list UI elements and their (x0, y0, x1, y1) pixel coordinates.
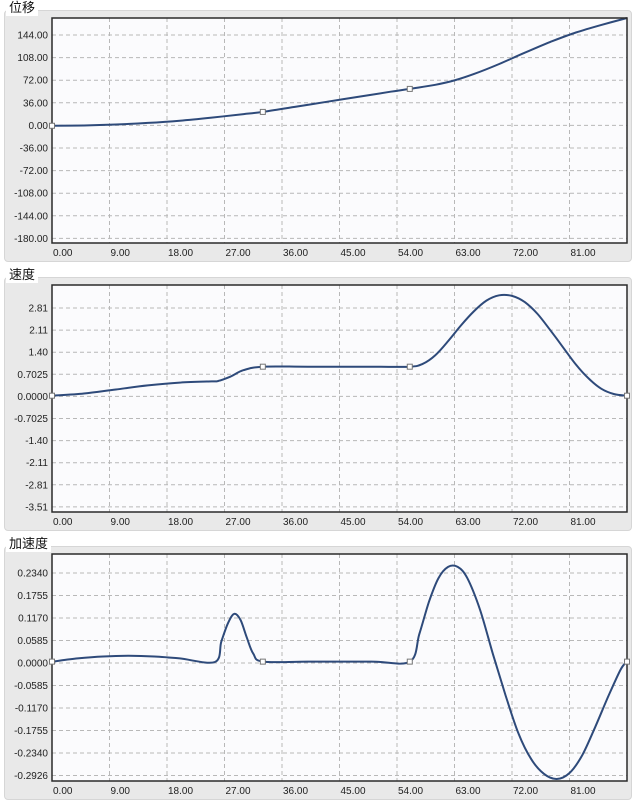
x-tick-label: 9.00 (111, 786, 131, 797)
x-tick-label: 36.00 (283, 517, 308, 528)
y-tick-label: -3.51 (25, 502, 48, 513)
y-tick-label: 1.40 (29, 348, 49, 359)
curve-line (51, 293, 628, 397)
y-tick-label: 108.00 (17, 53, 48, 64)
displacement-panel-title: 位移 (6, 2, 39, 16)
control-point-handle[interactable] (49, 122, 55, 129)
y-tick-label: -108.00 (14, 189, 48, 200)
control-point-handle[interactable] (624, 392, 630, 399)
y-tick-label: 2.81 (29, 304, 49, 315)
y-tick-label: 144.00 (17, 31, 48, 42)
control-point-handle[interactable] (49, 392, 55, 399)
x-tick-label: 0.00 (53, 786, 73, 797)
control-point-handle[interactable] (406, 363, 413, 370)
y-tick-label: -180.00 (14, 234, 48, 245)
velocity-panel-title: 速度 (6, 269, 39, 283)
y-tick-label: -0.2926 (14, 771, 48, 782)
x-tick-label: 63.00 (456, 517, 481, 528)
y-tick-label: -2.11 (26, 458, 48, 469)
x-tick-label: 45.00 (341, 786, 366, 797)
y-tick-label: -72.00 (20, 166, 49, 177)
control-point-handle[interactable] (406, 85, 413, 92)
control-point-handle[interactable] (406, 658, 413, 665)
velocity-chart: 0.00 9.00 18.00 27.00 36.00 45.00 54.00 63.00 72… (14, 284, 630, 528)
x-tick-label: 81.00 (571, 517, 596, 528)
y-tick-label: -0.1170 (15, 704, 49, 715)
x-tick-label: 36.00 (283, 786, 308, 797)
y-tick-label: -144.00 (14, 211, 48, 222)
y-tick-label: 0.1755 (17, 591, 48, 602)
x-tick-label: 18.00 (168, 517, 193, 528)
x-tick-label: 9.00 (111, 517, 131, 528)
x-tick-label: 0.00 (53, 517, 73, 528)
x-tick-label: 72.00 (513, 517, 538, 528)
x-tick-label: 54.00 (398, 517, 423, 528)
x-tick-label: 27.00 (226, 786, 251, 797)
x-tick-label: 54.00 (398, 248, 423, 259)
x-tick-label: 36.00 (283, 248, 308, 259)
x-tick-label: 72.00 (513, 786, 538, 797)
x-tick-label: 45.00 (341, 248, 366, 259)
y-tick-label: 2.11 (29, 326, 48, 337)
y-tick-label: 0.0585 (17, 636, 48, 647)
control-point-handle[interactable] (259, 363, 266, 370)
y-tick-label: 0.0000 (17, 659, 48, 670)
y-tick-label: -1.40 (25, 436, 48, 447)
y-tick-label: -0.1755 (14, 726, 48, 737)
y-tick-label: -0.2340 (14, 749, 48, 760)
x-tick-label: 0.00 (53, 248, 73, 259)
curve-line (51, 17, 628, 127)
x-tick-label: 18.00 (168, 248, 193, 259)
x-tick-label: 63.00 (456, 248, 481, 259)
curve-line (51, 564, 628, 781)
plot-frame (51, 17, 628, 244)
y-tick-label: 36.00 (23, 98, 48, 109)
control-point-handle[interactable] (259, 658, 266, 665)
control-point-handle[interactable] (49, 658, 55, 665)
control-point-handle[interactable] (259, 108, 266, 115)
control-point-handle[interactable] (624, 658, 630, 665)
x-tick-label: 72.00 (513, 248, 538, 259)
x-tick-label: 18.00 (168, 786, 193, 797)
y-tick-label: -0.7025 (14, 414, 48, 425)
y-tick-label: 72.00 (23, 76, 48, 87)
y-tick-label: 0.1170 (18, 614, 48, 625)
x-tick-label: 27.00 (226, 517, 251, 528)
x-tick-label: 81.00 (571, 248, 596, 259)
y-tick-label: 0.0000 (17, 392, 48, 403)
x-tick-label: 45.00 (341, 517, 366, 528)
y-tick-label: -0.0585 (14, 681, 48, 692)
x-tick-label: 9.00 (111, 248, 131, 259)
y-tick-label: -36.00 (20, 144, 49, 155)
y-tick-label: 0.00 (29, 121, 49, 132)
x-tick-label: 81.00 (571, 786, 596, 797)
y-tick-label: -2.81 (25, 480, 48, 491)
x-tick-label: 54.00 (398, 786, 423, 797)
y-tick-label: 0.2340 (17, 569, 48, 580)
plot-frame (51, 553, 628, 782)
y-tick-label: 0.7025 (17, 370, 48, 381)
acceleration-panel-title: 加速度 (6, 538, 52, 552)
x-tick-label: 27.00 (226, 248, 251, 259)
x-tick-label: 63.00 (456, 786, 481, 797)
displacement-chart: 0.00 9.00 18.00 27.00 36.00 45.00 54.00 63.00 72… (14, 17, 628, 259)
